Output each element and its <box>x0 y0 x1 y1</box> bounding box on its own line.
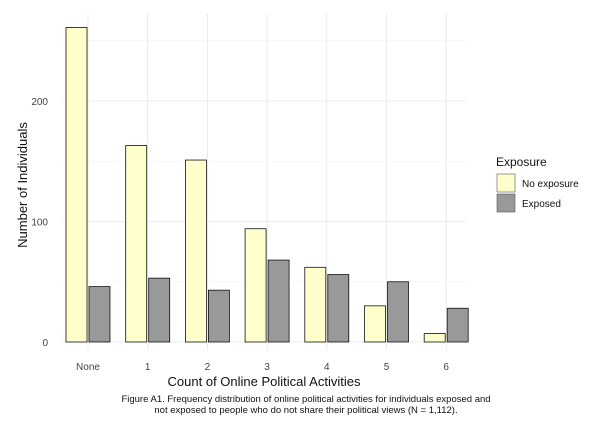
bar-no-exposure <box>65 27 88 343</box>
bar-no-exposure <box>423 333 446 343</box>
caption-line-2: not exposed to people who do not share t… <box>154 405 458 416</box>
y-tick-label: 100 <box>31 218 48 229</box>
bar-exposed <box>148 277 171 343</box>
legend-swatch <box>496 193 516 213</box>
legend-swatch <box>496 173 516 193</box>
bar-no-exposure <box>304 266 327 343</box>
x-tick-label: 2 <box>205 362 211 373</box>
bar-no-exposure <box>244 228 267 343</box>
bar-exposed <box>88 286 111 343</box>
legend: No exposure Exposed <box>496 173 579 213</box>
bar-no-exposure <box>184 159 207 343</box>
x-tick-label: 5 <box>384 362 390 373</box>
bar-no-exposure <box>125 145 148 343</box>
y-axis-label: Number of Individuals <box>15 122 30 248</box>
y-tick-label: 200 <box>31 97 48 108</box>
y-tick-label: 0 <box>42 338 48 349</box>
x-tick-label: None <box>76 362 100 373</box>
legend-label: Exposed <box>522 199 561 210</box>
legend-title: Exposure <box>496 155 547 169</box>
bars <box>65 27 469 343</box>
bar-exposed <box>387 281 409 343</box>
x-tick-label: 1 <box>145 362 151 373</box>
bar-exposed <box>446 307 469 343</box>
caption-line-1: Figure A1. Frequency distribution of onl… <box>121 394 491 405</box>
x-tick-label: 6 <box>443 362 449 373</box>
legend-label: No exposure <box>522 179 579 190</box>
x-axis-ticks: None 1 2 3 4 5 6 <box>76 362 449 373</box>
x-tick-label: 3 <box>264 362 270 373</box>
y-axis-ticks: 0 100 200 <box>31 97 48 349</box>
figure-caption: Figure A1. Frequency distribution of onl… <box>0 394 612 416</box>
bar-exposed <box>207 289 230 343</box>
bar-no-exposure <box>364 305 386 343</box>
bar-exposed <box>327 274 350 343</box>
x-tick-label: 4 <box>324 362 330 373</box>
bar-exposed <box>267 259 290 343</box>
x-axis-label: Count of Online Political Activities <box>168 374 361 389</box>
